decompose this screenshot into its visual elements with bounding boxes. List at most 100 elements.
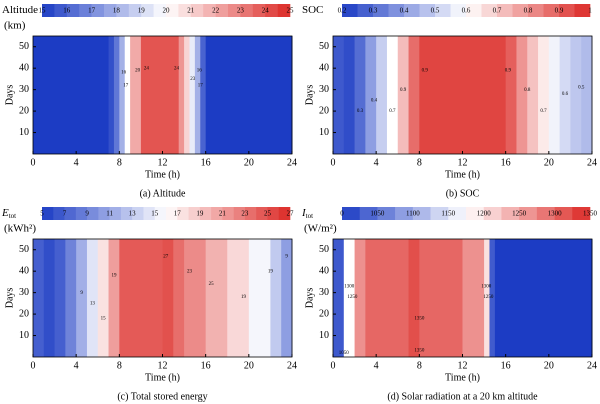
field-strip: [43, 239, 56, 357]
field-strip: [162, 239, 174, 357]
colorbar-tick-label: 0.6: [462, 7, 471, 15]
field-strip: [462, 239, 485, 357]
y-tick-label: 20: [19, 105, 29, 116]
contour-label: 9: [285, 254, 288, 259]
contour-label: 24: [144, 66, 150, 71]
colorbar-cell: [497, 4, 513, 17]
field-strip: [205, 36, 293, 154]
y-axis-label: Days: [4, 288, 15, 309]
y-tick-label: 50: [19, 41, 29, 52]
colorbar-tick-label: 1050: [370, 210, 385, 218]
colorbar-label: SOC: [302, 4, 323, 16]
colorbar-tick-label: 0.4: [400, 7, 409, 15]
y-tick-label: 30: [19, 287, 29, 298]
field-strip: [376, 36, 388, 154]
colorbar-tick-label: 22: [212, 7, 220, 15]
colorbar-tick-label: 20: [163, 7, 171, 15]
x-tick-label: 8: [117, 360, 122, 371]
contour-label: 9: [80, 291, 83, 296]
colorbar-label-sub: tot: [9, 212, 16, 220]
colorbar-tick-label: 15: [151, 210, 159, 218]
field-strip: [559, 36, 571, 154]
colorbar-cell: [166, 207, 178, 220]
x-tick-label: 24: [587, 157, 597, 168]
colorbar-label-text: Altitude: [2, 4, 38, 16]
colorbar-tick-label: 23: [237, 7, 245, 15]
field-strip: [365, 239, 410, 357]
contour-label: 1350: [414, 349, 425, 354]
colorbar-cell: [278, 207, 291, 220]
contour-label: 0.7: [540, 109, 547, 114]
field-strip: [343, 239, 356, 357]
x-tick-label: 16: [201, 157, 211, 168]
x-tick-label: 24: [287, 360, 297, 371]
x-tick-label: 24: [587, 360, 597, 371]
field-strip: [205, 239, 228, 357]
field-strip: [200, 36, 207, 154]
colorbar-tick-label: 7: [63, 210, 67, 218]
contour-label: 0.8: [524, 88, 531, 93]
contour-label: 19: [111, 274, 117, 279]
field-strip: [227, 239, 250, 357]
colorbar-label-text: E: [1, 207, 9, 219]
field-strip: [354, 36, 366, 154]
contour-label: 1250: [347, 295, 358, 300]
field-strip: [270, 239, 282, 357]
colorbar-cell: [177, 207, 189, 220]
field-strip: [119, 239, 163, 357]
field-strip: [33, 36, 110, 154]
x-tick-label: 12: [458, 157, 468, 168]
contour-label: 24: [174, 66, 180, 71]
field-strip: [408, 239, 420, 357]
contour-label: 0.3: [357, 109, 364, 114]
colorbar-cell: [178, 4, 192, 17]
x-tick-label: 12: [158, 360, 168, 371]
field-strip: [333, 239, 345, 357]
x-tick-label: 4: [374, 360, 379, 371]
field-strip: [124, 36, 131, 154]
colorbar-label: Itot: [301, 207, 313, 220]
colorbar-cell: [342, 4, 358, 17]
x-tick-label: 12: [158, 157, 168, 168]
y-tick-label: 40: [319, 265, 329, 276]
colorbar-tick-label: 13: [129, 210, 137, 218]
field-strip: [65, 239, 77, 357]
contour-label: 16: [121, 71, 127, 76]
colorbar-cell: [215, 4, 229, 17]
colorbar-label-sub: tot: [306, 212, 313, 220]
contour-label: 1350: [414, 317, 425, 322]
field-strip: [54, 239, 66, 357]
y-axis-label: Days: [304, 288, 315, 309]
field-strip: [333, 36, 345, 154]
y-tick-label: 40: [319, 62, 329, 73]
colorbar-tick-label: 21: [219, 210, 227, 218]
colorbar-cell: [143, 207, 156, 220]
field-strip: [162, 36, 180, 154]
x-tick-label: 4: [74, 157, 79, 168]
colorbar-cell: [404, 4, 420, 17]
colorbar-tick-label: 0.9: [555, 7, 564, 15]
y-tick-label: 10: [319, 127, 329, 138]
field-strip: [527, 36, 539, 154]
field-strip: [581, 36, 593, 154]
field-strip: [548, 36, 561, 154]
field-strip: [113, 36, 120, 154]
field-strip: [173, 239, 185, 357]
colorbar-cell: [128, 4, 142, 17]
field-strip: [108, 239, 120, 357]
colorbar-cell: [153, 4, 167, 17]
colorbar-cell: [466, 4, 482, 17]
colorbar-tick-label: 5: [40, 210, 44, 218]
colorbar-tick-label: 25: [287, 7, 295, 15]
y-tick-label: 20: [319, 105, 329, 116]
colorbar-tick-label: 25: [264, 210, 272, 218]
contour-label: 0.7: [389, 109, 396, 114]
colorbar-label-text: I: [301, 207, 307, 219]
colorbar-cell: [190, 4, 204, 17]
field-strip: [97, 239, 110, 357]
contour-label: 27: [163, 254, 169, 259]
contour-label: 17: [123, 83, 129, 88]
x-tick-label: 16: [501, 360, 511, 371]
colorbar-cell: [419, 4, 436, 17]
field-strip: [194, 36, 201, 154]
